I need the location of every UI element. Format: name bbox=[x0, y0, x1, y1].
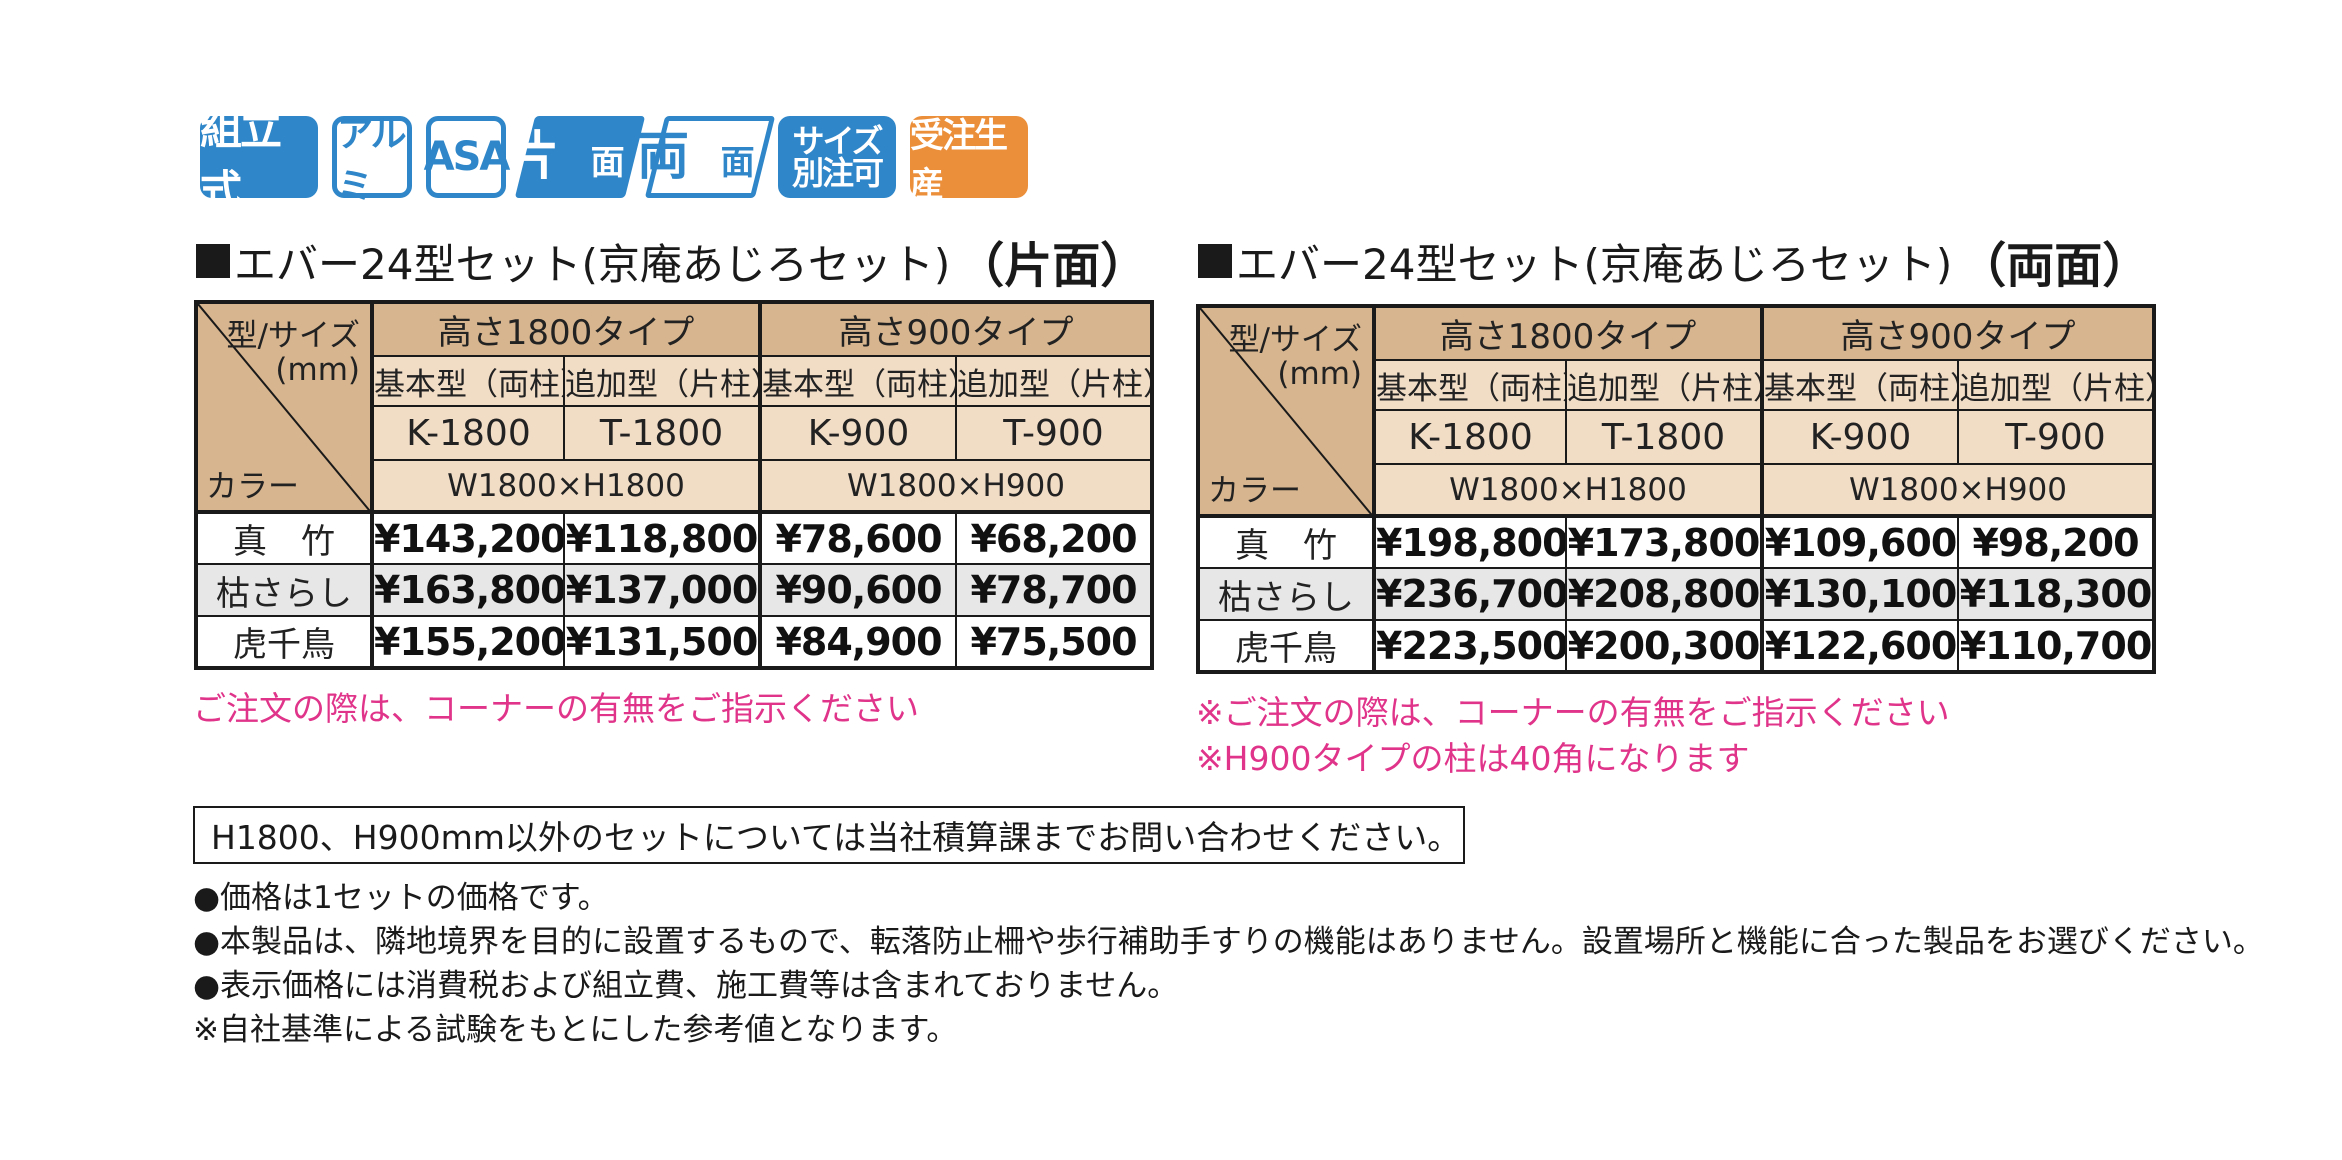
sub-header: 追加型（片柱） bbox=[1565, 359, 1764, 411]
price-table-double: 型/サイズ (mm) カラー 高さ1800タイプ 高さ900タイプ 基本型（両柱… bbox=[1196, 304, 2156, 674]
product-code: T-900 bbox=[1957, 409, 2155, 465]
dimension-cell: W1800×H1800 bbox=[1373, 463, 1764, 518]
post-note-double: ※H900タイプの柱は40角になります bbox=[1196, 739, 1750, 778]
dimension-cell: W1800×H1800 bbox=[371, 459, 762, 514]
group-header: 高さ900タイプ bbox=[1761, 305, 2155, 361]
table-corner-cell: 型/サイズ (mm) カラー bbox=[1197, 305, 1376, 518]
price-cell: ¥143,200 bbox=[371, 511, 565, 565]
price-cell: ¥84,900 bbox=[759, 615, 957, 669]
table-row: 枯さらし ¥163,800 ¥137,000 ¥90,600 ¥78,700 bbox=[195, 563, 1153, 617]
price-cell: ¥163,800 bbox=[371, 563, 565, 617]
price-cell: ¥98,200 bbox=[1957, 515, 2155, 569]
color-name: 虎千鳥 bbox=[1197, 619, 1376, 673]
price-cell: ¥118,800 bbox=[563, 511, 762, 565]
price-cell: ¥137,000 bbox=[563, 563, 762, 617]
order-note-single: ご注文の際は、コーナーの有無をご指示ください bbox=[193, 689, 919, 728]
product-code: T-1800 bbox=[563, 405, 762, 461]
sub-header: 追加型（片柱） bbox=[955, 355, 1153, 407]
table-row: 枯さらし ¥236,700 ¥208,800 ¥130,100 ¥118,300 bbox=[1197, 567, 2155, 621]
color-name: 枯さらし bbox=[1197, 567, 1376, 621]
section-title-single: エバー24型セット(京庵あじろセット) （片面） bbox=[196, 226, 1148, 296]
badge-single-side: 片 面 bbox=[507, 116, 646, 198]
price-cell: ¥90,600 bbox=[759, 563, 957, 617]
inquiry-note-box: H1800、H900mm以外のセットについては当社積算課までお問い合わせください… bbox=[193, 806, 1465, 864]
sub-header: 基本型（両柱） bbox=[759, 355, 957, 407]
badge-assembly: 組立式 bbox=[200, 105, 318, 215]
badge-custom-size: サイズ 別注可 bbox=[778, 116, 896, 198]
square-bullet-icon bbox=[196, 244, 230, 278]
dimension-cell: W1800×H900 bbox=[1761, 463, 2155, 518]
sub-header: 基本型（両柱） bbox=[1373, 359, 1567, 411]
table-row: 真 竹 ¥198,800 ¥173,800 ¥109,600 ¥98,200 bbox=[1197, 515, 2155, 569]
color-name: 虎千鳥 bbox=[195, 615, 374, 669]
price-cell: ¥122,600 bbox=[1761, 619, 1959, 673]
product-code: T-900 bbox=[955, 405, 1153, 461]
price-cell: ¥130,100 bbox=[1761, 567, 1959, 621]
color-name: 枯さらし bbox=[195, 563, 374, 617]
footnote-product-purpose: ●本製品は、隣地境界を目的に設置するもので、転落防止柵や歩行補助手すりの機能はあ… bbox=[193, 924, 2264, 960]
sub-header: 基本型（両柱） bbox=[1761, 359, 1959, 411]
badge-double-side: 両 面 bbox=[637, 116, 776, 198]
square-bullet-icon bbox=[1198, 244, 1232, 278]
price-cell: ¥118,300 bbox=[1957, 567, 2155, 621]
price-cell: ¥208,800 bbox=[1565, 567, 1764, 621]
product-code: K-1800 bbox=[371, 405, 565, 461]
price-cell: ¥131,500 bbox=[563, 615, 762, 669]
price-cell: ¥173,800 bbox=[1565, 515, 1764, 569]
price-cell: ¥78,700 bbox=[955, 563, 1153, 617]
diagonal-line bbox=[198, 304, 368, 508]
table-row: 虎千鳥 ¥223,500 ¥200,300 ¥122,600 ¥110,700 bbox=[1197, 619, 2155, 673]
price-cell: ¥198,800 bbox=[1373, 515, 1567, 569]
group-header: 高さ1800タイプ bbox=[1373, 305, 1764, 361]
table-row: 虎千鳥 ¥155,200 ¥131,500 ¥84,900 ¥75,500 bbox=[195, 615, 1153, 669]
product-code: T-1800 bbox=[1565, 409, 1764, 465]
sub-header: 追加型（片柱） bbox=[563, 355, 762, 407]
section-title-double: エバー24型セット(京庵あじろセット) （両面） bbox=[1198, 226, 2150, 296]
sub-header: 基本型（両柱） bbox=[371, 355, 565, 407]
color-name: 真 竹 bbox=[1197, 515, 1376, 569]
group-header: 高さ1800タイプ bbox=[371, 301, 762, 357]
badge-made-to-order: 受注生産 bbox=[910, 116, 1028, 205]
footnote-reference-values: ※自社基準による試験をもとにした参考値となります。 bbox=[193, 1012, 958, 1048]
order-note-double: ※ご注文の際は、コーナーの有無をご指示ください bbox=[1196, 693, 1950, 732]
group-header: 高さ900タイプ bbox=[759, 301, 1153, 357]
dimension-cell: W1800×H900 bbox=[759, 459, 1153, 514]
footnote-price-per-set: ●価格は1セットの価格です。 bbox=[193, 880, 609, 916]
badge-asa: ASA bbox=[424, 116, 510, 198]
price-cell: ¥75,500 bbox=[955, 615, 1153, 669]
price-cell: ¥78,600 bbox=[759, 511, 957, 565]
table-row: 真 竹 ¥143,200 ¥118,800 ¥78,600 ¥68,200 bbox=[195, 511, 1153, 565]
product-code: K-1800 bbox=[1373, 409, 1567, 465]
price-cell: ¥155,200 bbox=[371, 615, 565, 669]
table-corner-cell: 型/サイズ (mm) カラー bbox=[195, 301, 374, 514]
price-cell: ¥110,700 bbox=[1957, 619, 2155, 673]
price-cell: ¥236,700 bbox=[1373, 567, 1567, 621]
price-cell: ¥223,500 bbox=[1373, 619, 1567, 673]
product-code: K-900 bbox=[1761, 409, 1959, 465]
color-name: 真 竹 bbox=[195, 511, 374, 565]
product-code: K-900 bbox=[759, 405, 957, 461]
price-cell: ¥68,200 bbox=[955, 511, 1153, 565]
diagonal-line bbox=[1200, 308, 1370, 512]
price-cell: ¥200,300 bbox=[1565, 619, 1764, 673]
footnote-tax-excluded: ●表示価格には消費税および組立費、施工費等は含まれておりません。 bbox=[193, 968, 1179, 1004]
badge-aluminum: アルミ bbox=[332, 114, 412, 207]
price-table-single: 型/サイズ (mm) カラー 高さ1800タイプ 高さ900タイプ 基本型（両柱… bbox=[194, 300, 1154, 670]
price-cell: ¥109,600 bbox=[1761, 515, 1959, 569]
sub-header: 追加型（片柱） bbox=[1957, 359, 2155, 411]
